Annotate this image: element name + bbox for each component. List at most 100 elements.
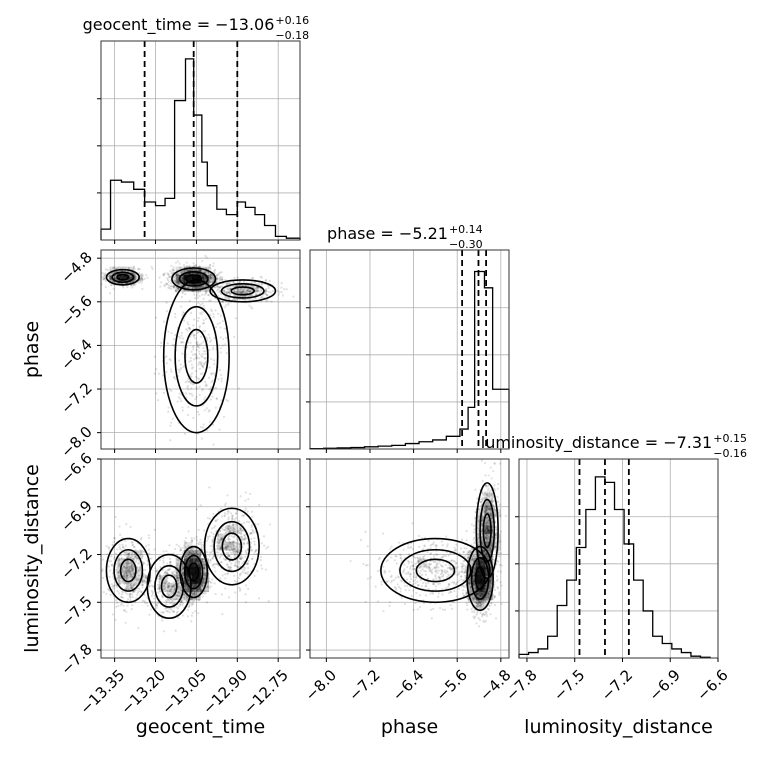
sample-point xyxy=(219,538,223,541)
sample-point xyxy=(165,355,168,358)
sample-point xyxy=(175,273,178,276)
sample-point xyxy=(131,569,134,572)
sample-point xyxy=(228,293,232,297)
sample-point xyxy=(173,587,176,590)
title-plus: +0.14 xyxy=(449,223,483,236)
sample-point xyxy=(219,326,222,329)
sample-point xyxy=(197,302,200,305)
sample-point xyxy=(198,540,201,543)
sample-point xyxy=(187,413,190,417)
sample-point xyxy=(175,281,178,284)
sample-point xyxy=(268,279,271,283)
sample-point xyxy=(171,603,174,606)
sample-point xyxy=(126,285,129,289)
sample-point xyxy=(208,279,211,282)
sample-point xyxy=(165,570,168,573)
sample-point xyxy=(105,553,108,556)
sample-point xyxy=(201,274,204,277)
sample-point xyxy=(228,298,231,301)
sample-point xyxy=(261,295,264,298)
sample-point xyxy=(220,380,223,383)
sample-point xyxy=(127,588,130,591)
sample-point xyxy=(175,574,179,577)
sample-point xyxy=(163,571,166,574)
sample-point xyxy=(128,567,131,570)
sample-point xyxy=(233,523,237,526)
sample-point xyxy=(128,569,131,573)
sample-point xyxy=(178,370,181,374)
sample-point xyxy=(201,285,205,289)
sample-point xyxy=(196,552,199,556)
sample-point xyxy=(181,409,184,412)
sample-point xyxy=(244,290,247,293)
sample-point xyxy=(174,547,177,551)
sample-point xyxy=(242,290,245,293)
sample-point xyxy=(168,276,171,279)
sample-point xyxy=(112,536,116,540)
sample-point xyxy=(209,276,212,279)
sample-point xyxy=(188,379,191,383)
sample-point xyxy=(170,590,173,593)
sample-point xyxy=(176,278,179,281)
sample-point xyxy=(182,596,186,599)
sample-point xyxy=(167,584,171,587)
sample-point xyxy=(219,547,222,550)
sample-point xyxy=(210,527,214,530)
sample-point xyxy=(202,567,205,570)
sample-point xyxy=(232,285,235,288)
sample-point xyxy=(113,556,116,559)
sample-point xyxy=(187,554,190,557)
sample-point xyxy=(150,563,153,566)
sample-point xyxy=(159,285,162,288)
sample-point xyxy=(182,271,185,274)
sample-point xyxy=(172,581,175,584)
sample-point xyxy=(220,593,224,596)
sample-point xyxy=(202,561,205,564)
sample-point xyxy=(208,336,211,339)
sample-point xyxy=(120,595,123,598)
sample-point xyxy=(237,291,240,294)
sample-point xyxy=(244,298,247,301)
sample-point xyxy=(131,543,135,546)
sample-point xyxy=(205,384,208,387)
sample-point xyxy=(193,584,196,587)
sample-point xyxy=(109,292,112,295)
sample-point xyxy=(202,278,205,281)
sample-point xyxy=(205,601,209,604)
sample-point xyxy=(200,293,204,296)
sample-point xyxy=(196,296,200,299)
sample-point xyxy=(187,588,190,591)
sample-point xyxy=(199,553,202,557)
sample-point xyxy=(201,558,205,561)
sample-point xyxy=(161,595,164,598)
sample-point xyxy=(184,585,187,588)
density-cell xyxy=(200,274,210,284)
sample-point xyxy=(241,514,244,517)
sample-point xyxy=(134,283,137,286)
sample-point xyxy=(227,290,231,293)
sample-point xyxy=(181,290,184,293)
sample-point xyxy=(108,575,111,579)
sample-point xyxy=(247,284,250,287)
sample-point xyxy=(227,516,230,519)
sample-point xyxy=(128,555,131,558)
sample-point xyxy=(202,565,205,568)
sample-point xyxy=(220,278,223,281)
sample-point xyxy=(193,290,196,293)
sample-point xyxy=(166,610,169,613)
sample-point xyxy=(122,565,126,568)
sample-point xyxy=(237,548,240,551)
sample-point xyxy=(220,515,224,518)
sample-point xyxy=(214,592,217,596)
sample-point xyxy=(240,291,243,295)
sample-point xyxy=(104,286,108,289)
sample-point xyxy=(111,585,114,588)
sample-point xyxy=(247,587,250,590)
sample-point xyxy=(200,361,203,364)
sample-point xyxy=(209,585,213,588)
sample-point xyxy=(118,592,121,595)
sample-point xyxy=(208,551,211,554)
sample-point xyxy=(129,586,133,589)
density-cell xyxy=(200,266,210,276)
sample-point xyxy=(132,568,135,571)
